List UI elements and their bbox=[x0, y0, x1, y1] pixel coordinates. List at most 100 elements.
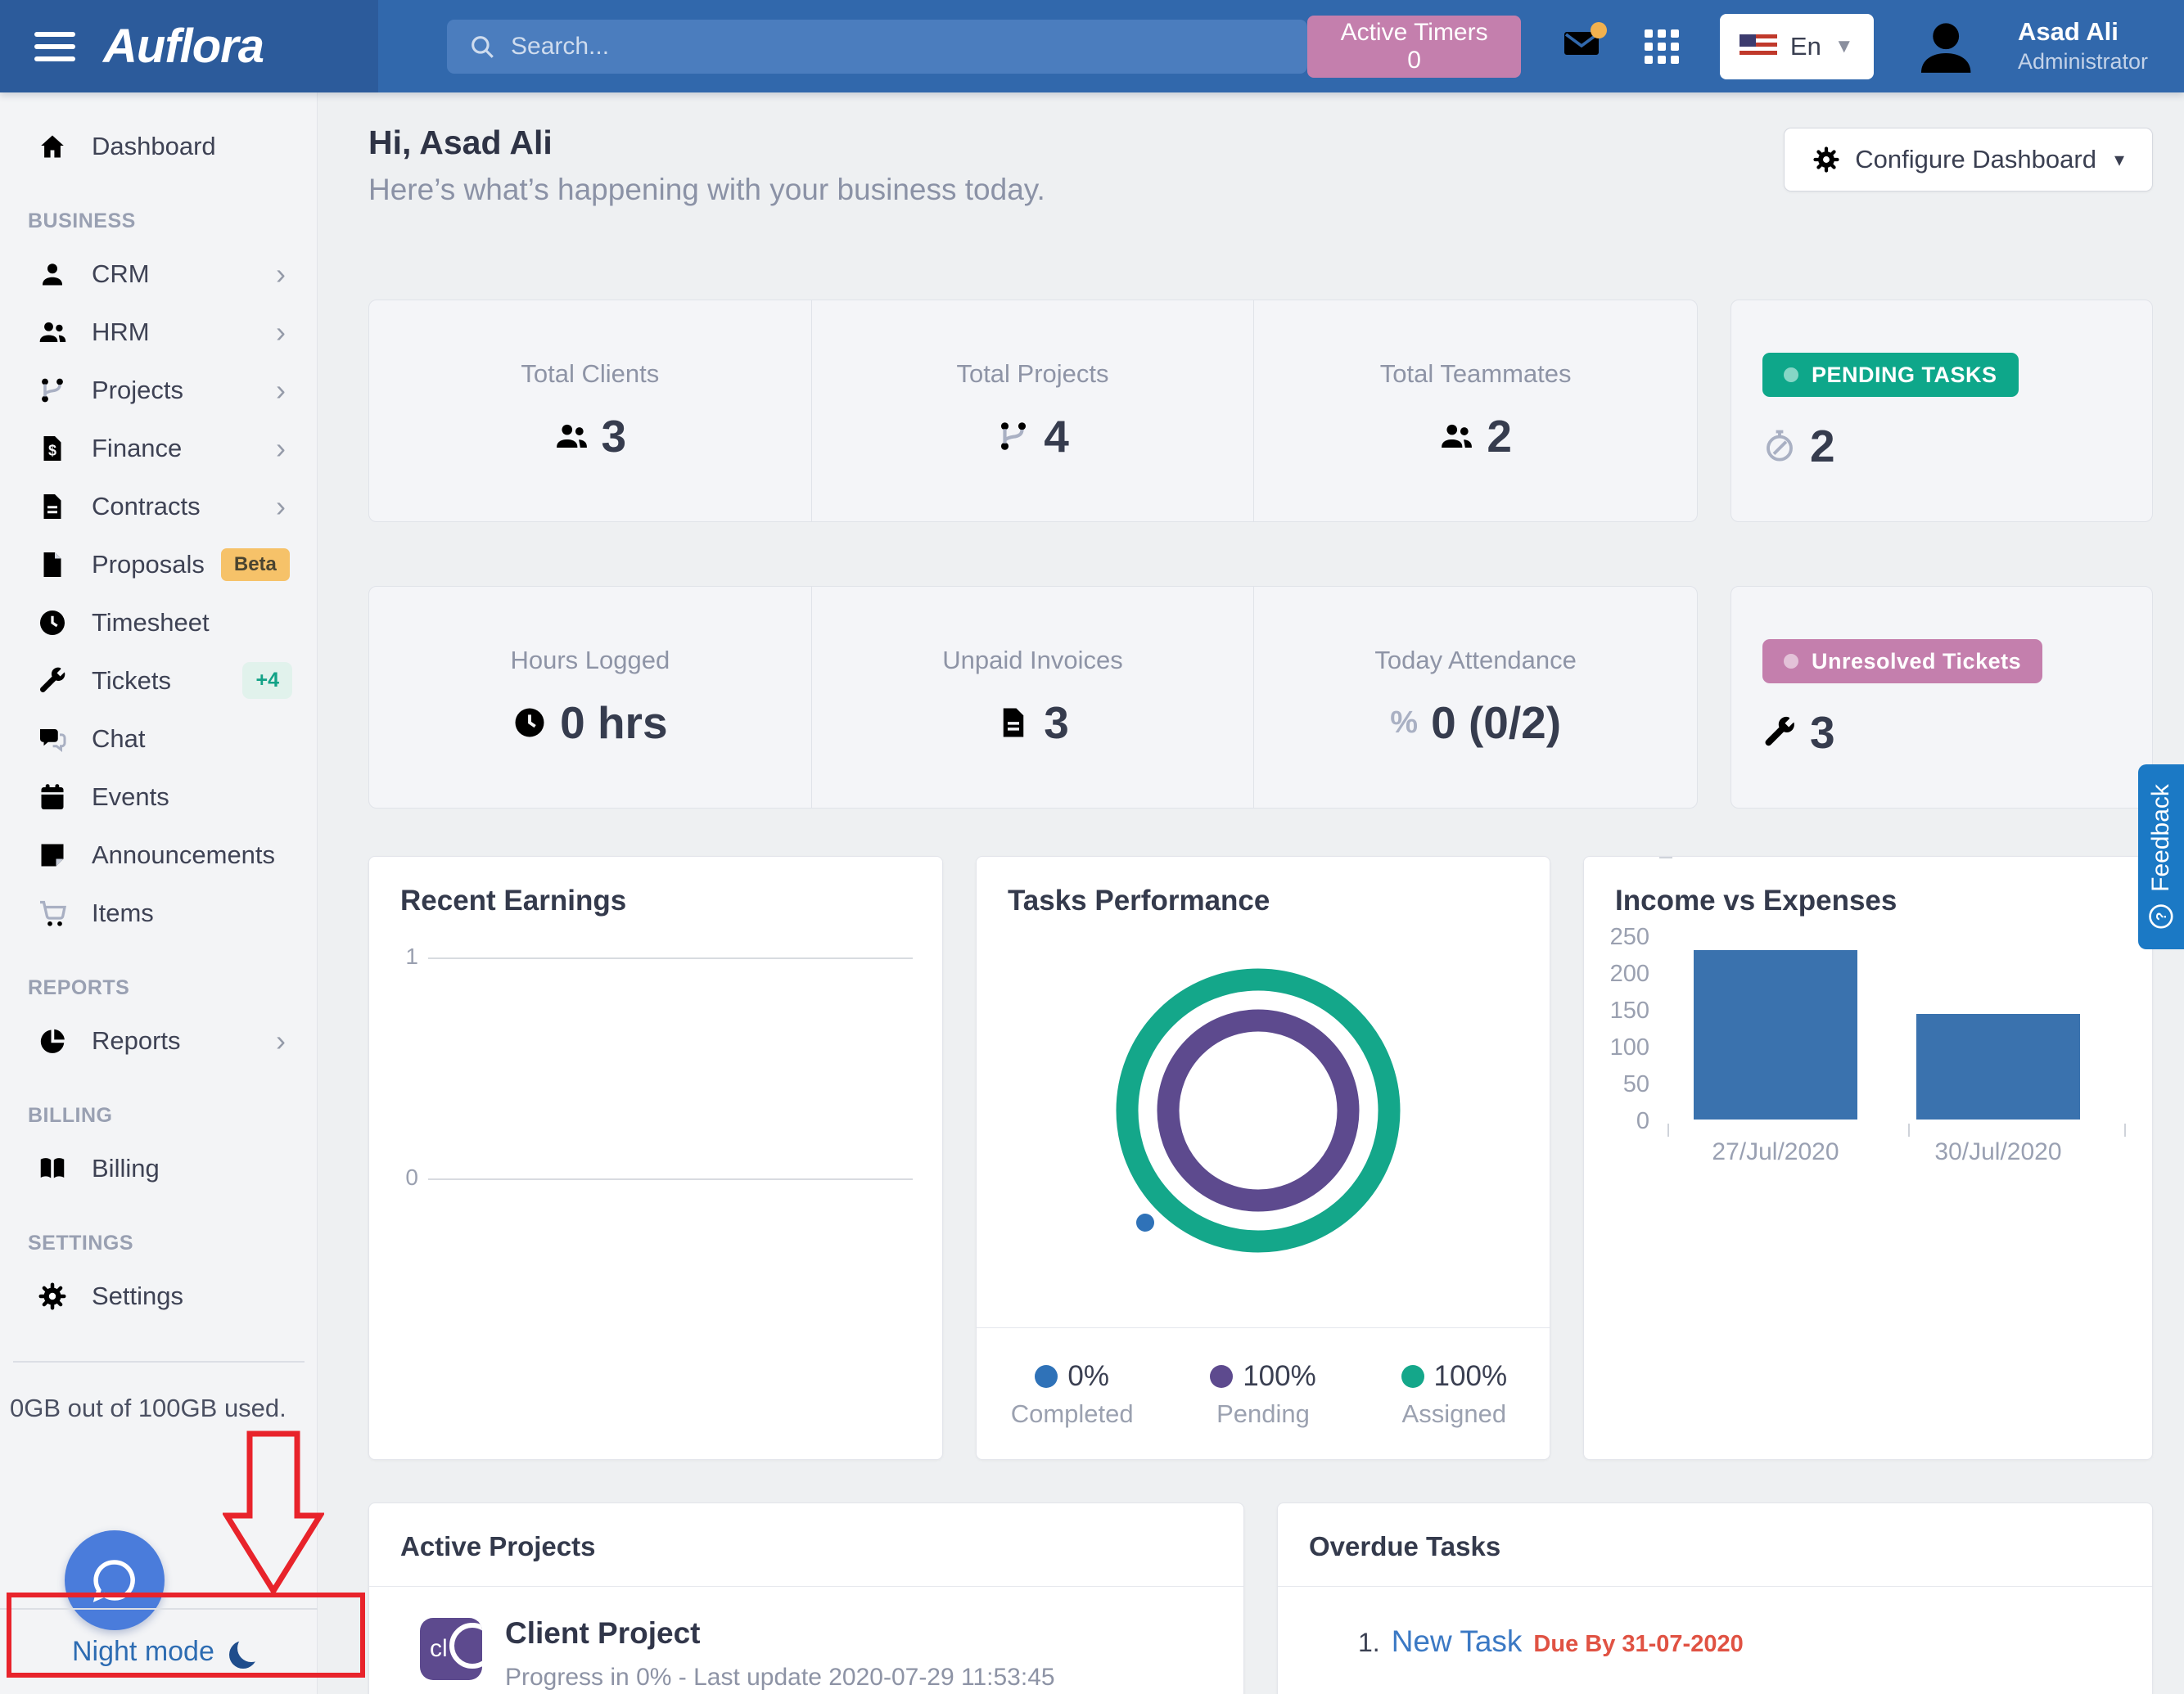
tasks-performance-card: Tasks Performance 0% Completed 100% Pend… bbox=[976, 856, 1550, 1460]
sidebar-item-label: Contracts bbox=[92, 491, 201, 520]
apps-grid-icon[interactable] bbox=[1644, 29, 1679, 64]
sidebar-item-events[interactable]: Events bbox=[0, 768, 317, 826]
calendar-icon bbox=[38, 782, 67, 812]
stat-label: Total Projects bbox=[956, 359, 1109, 388]
sidebar-item-tickets[interactable]: Tickets +4 bbox=[0, 651, 317, 710]
x-axis-tick bbox=[2124, 1124, 2126, 1137]
chat-bubble-icon bbox=[88, 1553, 142, 1607]
sidebar-section-billing: BILLING bbox=[28, 1104, 113, 1127]
sidebar-item-billing[interactable]: Billing bbox=[0, 1139, 317, 1197]
top-navbar: Auflora Active Timers 0 En ▼ Asad Ali Ad… bbox=[0, 0, 2184, 92]
sidebar-item-label: Proposals bbox=[92, 549, 205, 579]
sidebar-item-label: Finance bbox=[92, 433, 183, 462]
legend-percent: 100% bbox=[1433, 1360, 1508, 1392]
stat-value: 2 bbox=[1810, 421, 1835, 471]
user-menu[interactable]: Asad Ali Administrator bbox=[2018, 16, 2148, 76]
x-axis-tick bbox=[1667, 1124, 1669, 1137]
support-chat-button[interactable] bbox=[65, 1530, 165, 1630]
language-selector[interactable]: En ▼ bbox=[1719, 13, 1874, 79]
hamburger-menu-icon[interactable] bbox=[34, 25, 75, 69]
legend-item-pending: 100% Pending bbox=[1167, 1328, 1358, 1461]
sidebar-item-label: HRM bbox=[92, 317, 150, 346]
navbar-actions: Active Timers 0 En ▼ Asad Ali Administra… bbox=[1307, 13, 2184, 79]
legend-item-assigned: 100% Assigned bbox=[1359, 1328, 1550, 1461]
search-input[interactable] bbox=[511, 32, 1287, 61]
project-name-link[interactable]: Client Project bbox=[505, 1616, 701, 1650]
sidebar-item-hrm[interactable]: HRM › bbox=[0, 303, 317, 361]
sidebar-item-chat[interactable]: Chat bbox=[0, 710, 317, 768]
pending-tasks-card: PENDING TASKS 2 bbox=[1731, 300, 2153, 522]
sidebar-item-reports[interactable]: Reports › bbox=[0, 1011, 317, 1070]
y-tick-label: 250 bbox=[1609, 924, 1649, 950]
global-search[interactable] bbox=[447, 19, 1308, 74]
chart-title: Income vs Expenses bbox=[1615, 885, 1897, 917]
badge-label: PENDING TASKS bbox=[1812, 362, 1997, 387]
pending-tasks-badge: PENDING TASKS bbox=[1762, 353, 2019, 397]
chat-icon bbox=[38, 724, 67, 754]
sidebar-item-settings[interactable]: Settings bbox=[0, 1267, 317, 1325]
sidebar-item-contracts[interactable]: Contracts › bbox=[0, 477, 317, 535]
income-vs-expenses-card: Income vs Expenses 250 200 150 100 50 0 … bbox=[1583, 856, 2153, 1460]
count-badge: +4 bbox=[242, 662, 292, 699]
sidebar-item-timesheet[interactable]: Timesheet bbox=[0, 593, 317, 651]
legend-label: Completed bbox=[1010, 1399, 1134, 1428]
wrench-icon bbox=[1762, 715, 1797, 750]
chevron-right-icon: › bbox=[276, 372, 286, 407]
bar-income-27-jul bbox=[1694, 950, 1857, 1120]
branch-icon bbox=[996, 419, 1031, 453]
stat-value: 3 bbox=[1044, 697, 1069, 748]
y-tick-label: 150 bbox=[1609, 998, 1649, 1024]
sidebar-item-crm[interactable]: CRM › bbox=[0, 245, 317, 303]
cart-icon bbox=[38, 899, 67, 928]
sidebar-item-projects[interactable]: Projects › bbox=[0, 361, 317, 419]
stat-today-attendance: Today Attendance % 0 (0/2) bbox=[1254, 587, 1697, 808]
bar-income-30-jul bbox=[1916, 1014, 2080, 1120]
sidebar-item-dashboard[interactable]: Dashboard bbox=[0, 117, 317, 175]
pie-chart-icon bbox=[38, 1026, 67, 1056]
chevron-right-icon: › bbox=[276, 1023, 286, 1057]
recent-earnings-card: Recent Earnings 1 0 bbox=[368, 856, 943, 1460]
stat-total-projects: Total Projects 4 bbox=[812, 300, 1255, 521]
feedback-tab[interactable]: Feedback bbox=[2138, 764, 2184, 949]
sidebar-item-finance[interactable]: Finance › bbox=[0, 419, 317, 477]
question-circle-icon bbox=[2148, 903, 2174, 930]
stat-label: Total Clients bbox=[521, 359, 660, 388]
legend-label: Pending bbox=[1216, 1399, 1310, 1428]
legend-dot bbox=[1035, 1365, 1058, 1388]
page-subtitle: Here’s what’s happening with your busine… bbox=[368, 173, 1045, 206]
chart-title: Tasks Performance bbox=[1008, 885, 1270, 917]
sidebar: Dashboard BUSINESS CRM › HRM › Projects … bbox=[0, 92, 318, 1694]
sidebar-item-label: Tickets bbox=[92, 665, 172, 695]
sidebar-section-business: BUSINESS bbox=[28, 209, 136, 232]
unresolved-tickets-card: Unresolved Tickets 3 bbox=[1731, 586, 2153, 809]
branch-icon bbox=[38, 376, 67, 405]
y-tick-label: 0 bbox=[405, 1165, 418, 1190]
active-projects-panel: Active Projects cl Client Project Progre… bbox=[368, 1503, 1244, 1694]
unresolved-tickets-badge: Unresolved Tickets bbox=[1762, 639, 2043, 683]
sidebar-item-label: Settings bbox=[92, 1281, 184, 1310]
chevron-down-icon: ▼ bbox=[1834, 34, 1854, 57]
sidebar-item-proposals[interactable]: Proposals Beta bbox=[0, 535, 317, 593]
user-icon bbox=[38, 259, 67, 289]
active-timers-button[interactable]: Active Timers 0 bbox=[1307, 15, 1521, 78]
configure-dashboard-button[interactable]: Configure Dashboard ▾ bbox=[1784, 128, 2153, 191]
avatar[interactable] bbox=[1915, 15, 1977, 79]
home-icon bbox=[38, 132, 67, 161]
us-flag-icon bbox=[1739, 34, 1777, 59]
badge-dot bbox=[1784, 654, 1798, 669]
task-name-link[interactable]: New Task bbox=[1391, 1624, 1523, 1658]
project-avatar: cl bbox=[420, 1618, 482, 1680]
sidebar-divider bbox=[13, 1361, 305, 1363]
app-logo[interactable]: Auflora bbox=[103, 20, 264, 73]
messages-button[interactable] bbox=[1562, 21, 1607, 70]
sidebar-item-announcements[interactable]: Announcements bbox=[0, 826, 317, 884]
sidebar-item-items[interactable]: Items bbox=[0, 884, 317, 942]
stat-value: 4 bbox=[1044, 411, 1069, 462]
donut-chart bbox=[1116, 968, 1401, 1253]
book-icon bbox=[38, 1154, 67, 1183]
donut-legend: 0% Completed 100% Pending 100% Assigned bbox=[977, 1327, 1550, 1461]
badge-label: Unresolved Tickets bbox=[1812, 648, 2022, 674]
night-mode-toggle[interactable]: Night mode bbox=[0, 1608, 318, 1694]
navbar-brand-area: Auflora bbox=[0, 0, 378, 92]
stat-value: 3 bbox=[1810, 707, 1835, 758]
